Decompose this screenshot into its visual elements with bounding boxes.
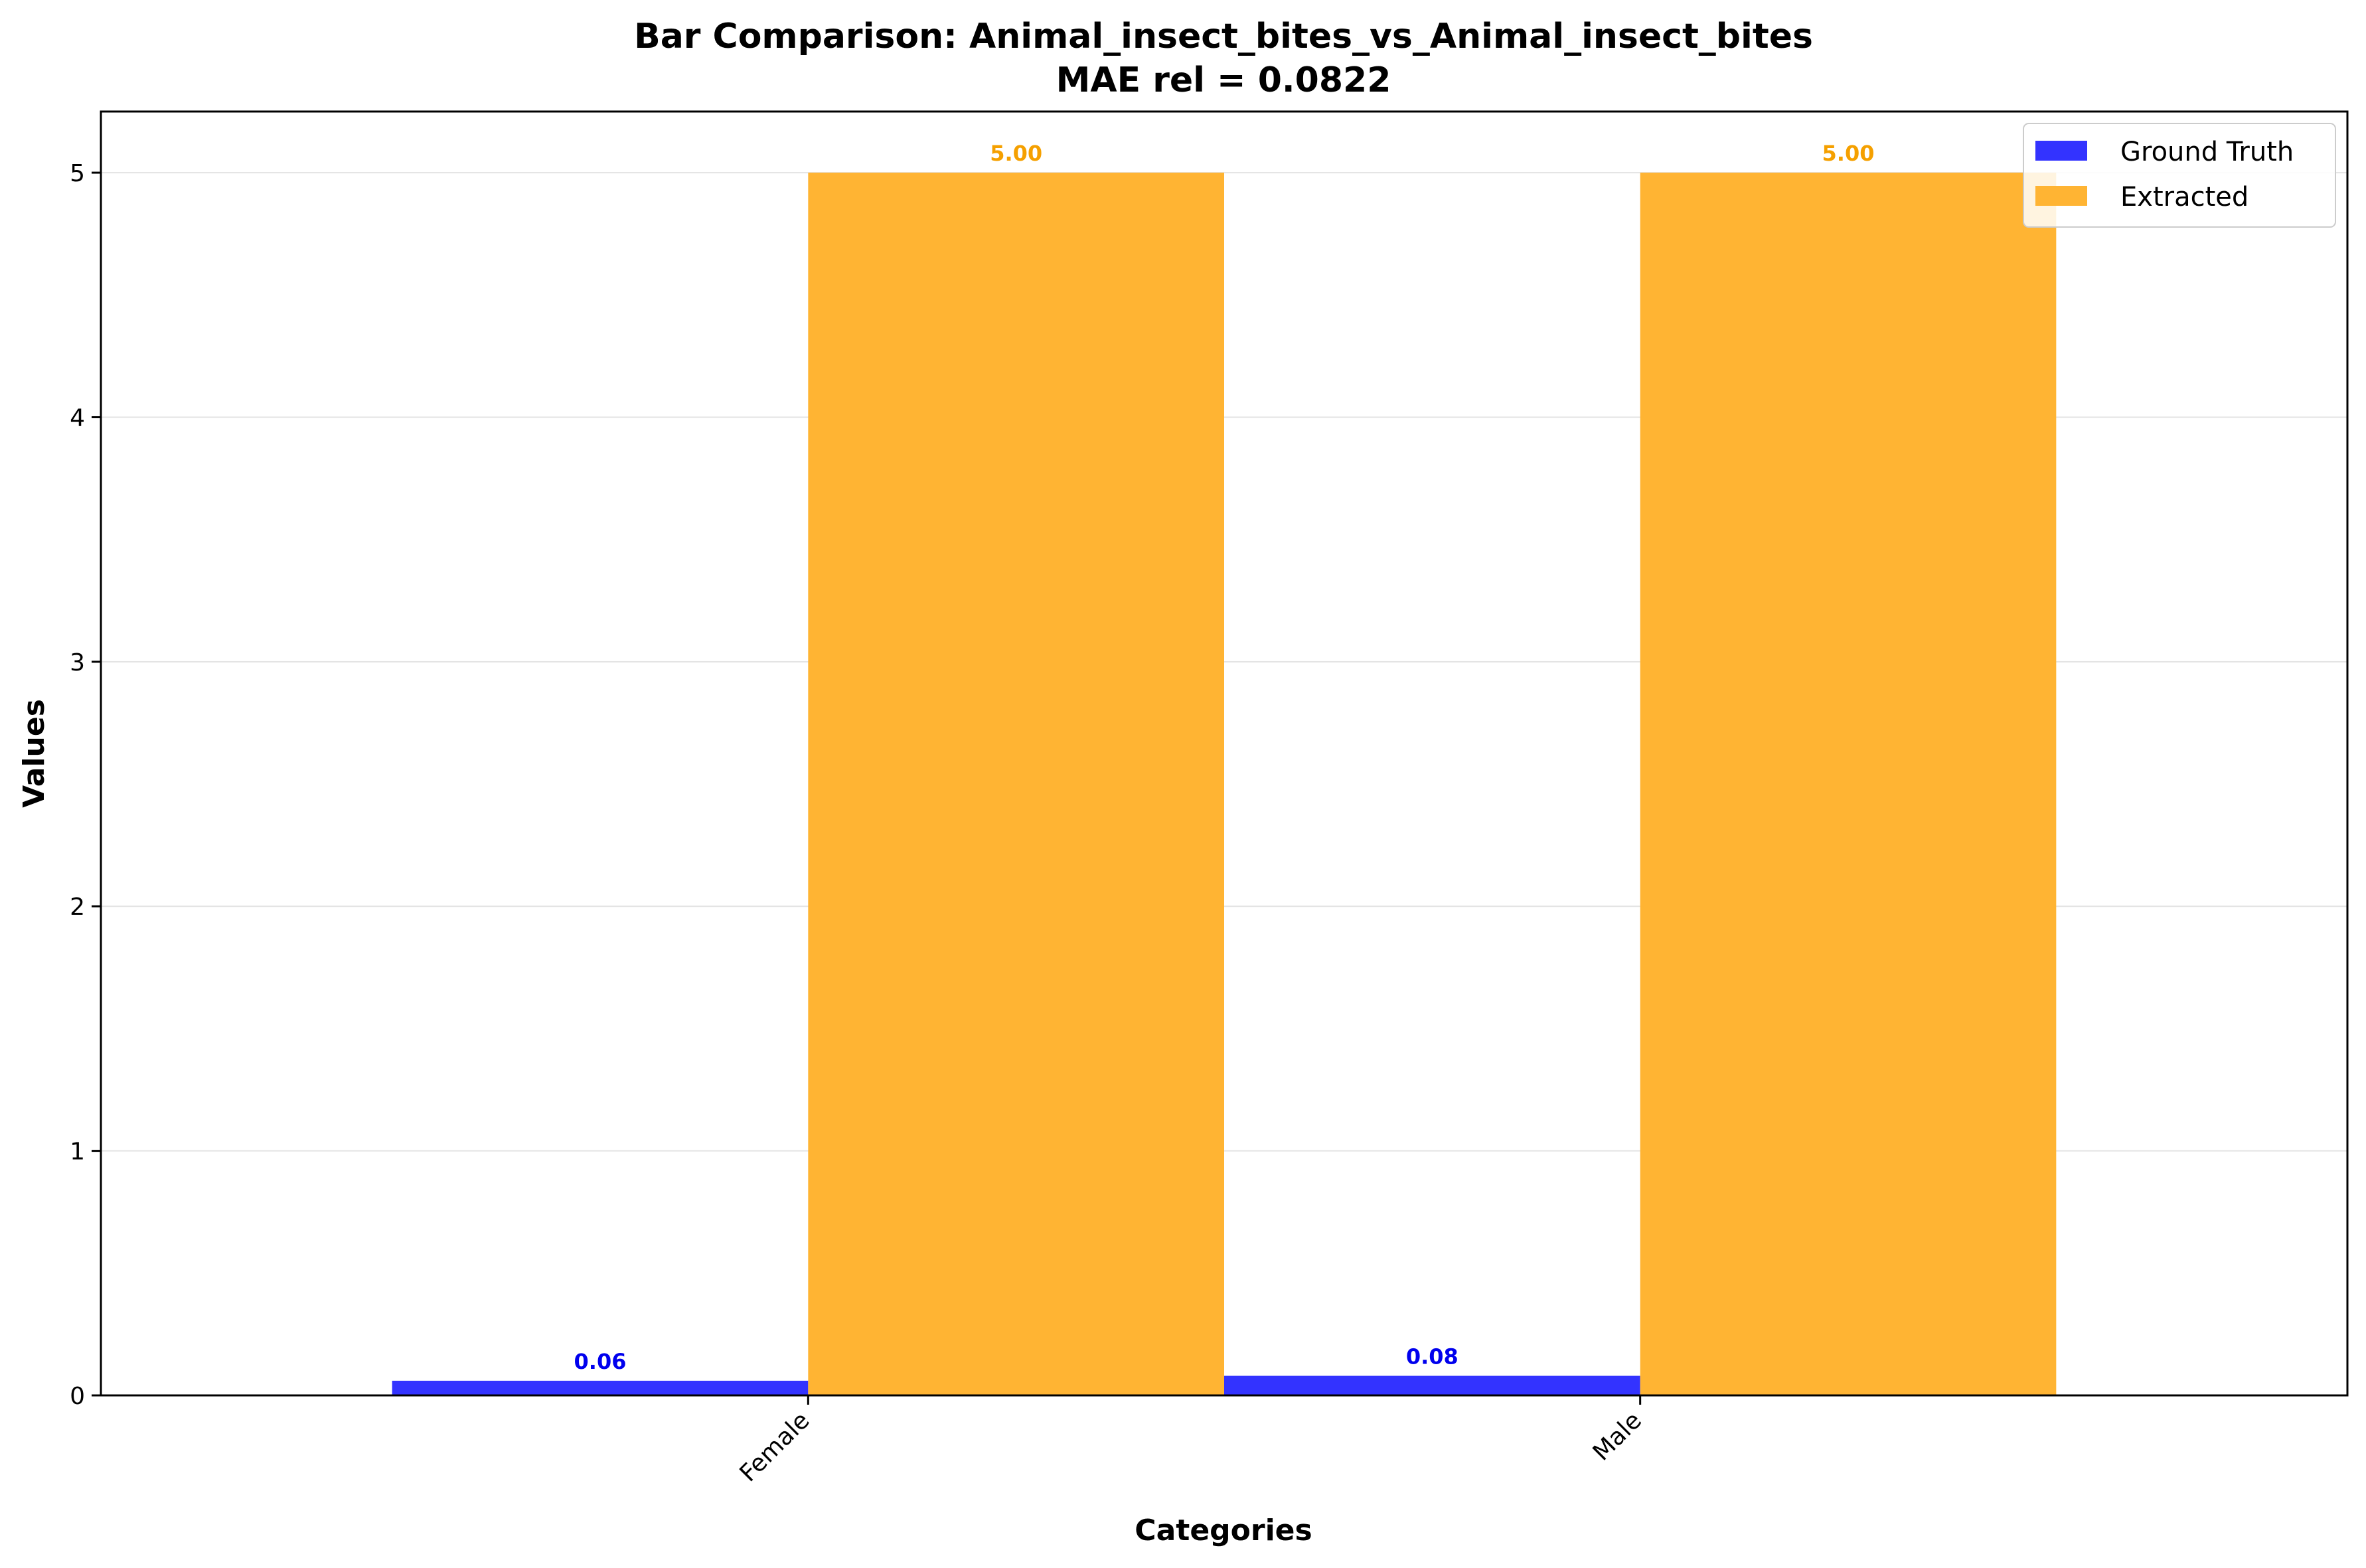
legend: Ground Truth Extracted [2023,123,2336,228]
data-label-extracted-female: 5.00 [990,141,1042,166]
legend-box [2023,123,2336,228]
plot-frame [100,110,2349,1397]
y-tick-label-0: 0 [70,1383,85,1410]
bar-ground-truth-male [1224,1375,1640,1395]
y-tick-label-4: 4 [70,404,85,431]
y-tick-label-3: 3 [70,649,85,676]
y-axis-label: Values [17,699,51,808]
legend-label-extracted: Extracted [2120,182,2248,212]
data-label-extracted-male: 5.00 [1822,141,1875,166]
x-axis-label: Categories [1135,1514,1312,1547]
bar-extracted-male [1640,173,2057,1396]
legend-label-ground-truth: Ground Truth [2120,137,2294,167]
data-label-ground-truth-female: 0.06 [574,1349,627,1374]
y-tick-label-1: 1 [70,1138,85,1166]
data-label-ground-truth-male: 0.08 [1406,1344,1459,1370]
bar-extracted-female [808,173,1224,1396]
y-tick-label-5: 5 [70,160,85,187]
y-tick-label-2: 2 [70,894,85,921]
chart-title-line1: Bar Comparison: Animal_insect_bites_vs_A… [634,17,1813,56]
bar-ground-truth-female [392,1380,809,1395]
chart-title-line2: MAE rel = 0.0822 [1056,60,1391,100]
legend-swatch-extracted [2035,186,2087,206]
bars [392,173,2057,1396]
legend-swatch-ground-truth [2035,141,2087,161]
y-axis-ticks: 0 1 2 3 4 5 [70,160,101,1410]
data-labels: 0.06 5.00 0.08 5.00 [574,141,1875,1374]
